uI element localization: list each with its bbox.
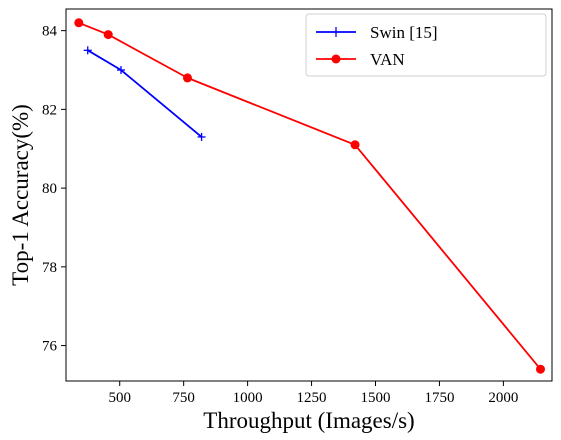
data-point-van [183, 73, 192, 83]
legend-swin-label: Swin [15] [370, 23, 438, 42]
data-point-van [350, 140, 360, 150]
x-tick-label: 2000 [488, 390, 518, 406]
x-axis-ticks: 500 750 1000 1250 1500 1750 2000 [108, 381, 518, 406]
series-line-swin-15 [87, 49, 203, 138]
data-point-swin-15 [83, 46, 92, 55]
y-axis-ticks: 76 78 80 82 84 [42, 24, 66, 355]
data-point-van [74, 18, 84, 28]
data-point-swin-15 [197, 132, 206, 141]
y-tick-label: 78 [42, 260, 57, 276]
legend-box [305, 13, 547, 77]
y-axis-label: Top-1 Accuracy(%) [8, 104, 33, 286]
plot-frame [65, 8, 553, 382]
legend-van-marker [331, 54, 341, 64]
data-point-swin-15 [116, 66, 125, 75]
legend-van-label: VAN [370, 50, 405, 69]
data-point-van [535, 364, 545, 374]
y-tick-label: 76 [42, 339, 58, 355]
series-layer [74, 18, 545, 374]
x-tick-label: 1500 [361, 390, 391, 406]
x-tick-label: 1750 [424, 390, 454, 406]
x-tick-label: 1000 [233, 390, 263, 406]
y-tick-label: 82 [42, 102, 57, 118]
y-tick-label: 80 [42, 181, 57, 197]
x-tick-label: 1250 [297, 390, 327, 406]
x-axis-label: Throughput (Images/s) [203, 408, 414, 433]
x-tick-label: 500 [108, 390, 131, 406]
y-tick-label: 84 [42, 24, 58, 40]
legend: Swin [15] VAN [305, 13, 547, 77]
x-tick-label: 750 [172, 390, 195, 406]
data-point-van [103, 30, 113, 40]
